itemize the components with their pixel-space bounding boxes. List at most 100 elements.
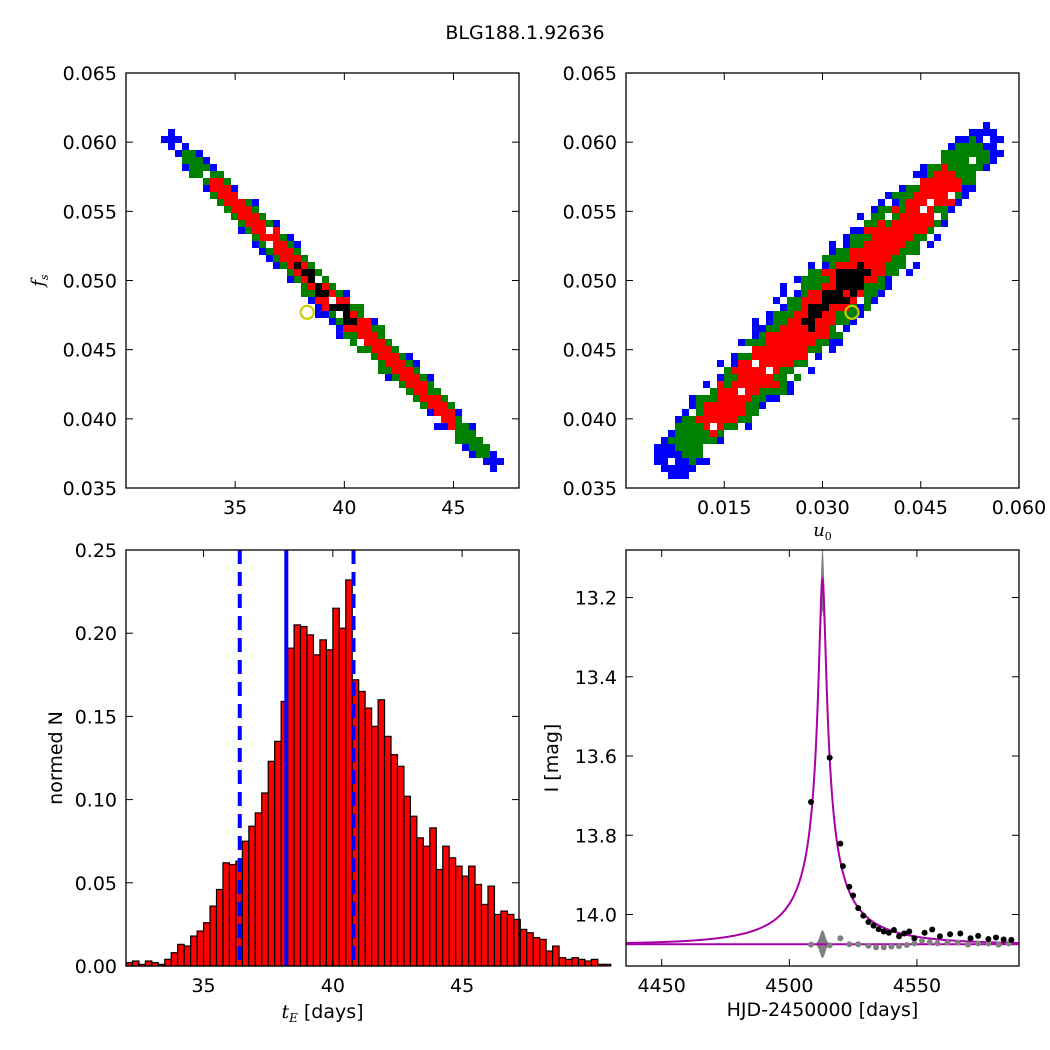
density-cell [878, 220, 885, 227]
density-cell [927, 192, 934, 199]
density-cell [731, 388, 738, 395]
density-cell [731, 409, 738, 416]
density-cell [864, 248, 871, 255]
density-cell [934, 220, 941, 227]
residual-point [865, 942, 872, 949]
density-cell [794, 276, 801, 283]
observation-point [846, 883, 853, 890]
density-cell [899, 192, 906, 199]
residual-point [911, 940, 918, 947]
density-cell [231, 192, 238, 199]
density-cell [997, 150, 1004, 157]
histogram-bar [306, 634, 315, 967]
density-cell [829, 339, 836, 346]
density-cell [399, 353, 406, 360]
density-cell [787, 367, 794, 374]
density-cell [273, 262, 280, 269]
density-cell [413, 360, 420, 367]
density-cell [843, 318, 850, 325]
density-cell [927, 178, 934, 185]
density-cell [871, 213, 878, 220]
density-cell [787, 325, 794, 332]
density-cell [738, 360, 745, 367]
density-cell [668, 472, 675, 479]
density-cell [490, 451, 497, 458]
density-cell [780, 346, 787, 353]
density-cell [941, 206, 948, 213]
density-cell [469, 451, 476, 458]
density-cell [224, 199, 231, 206]
density-cell [976, 129, 983, 136]
density-cell [794, 332, 801, 339]
density-cell [378, 332, 385, 339]
density-cell [266, 220, 273, 227]
density-cell [259, 213, 266, 220]
y-tick-label: 13.4 [575, 667, 617, 689]
density-cell [885, 192, 892, 199]
histogram-bar [571, 957, 580, 967]
x-tick-label: 35 [223, 497, 247, 519]
y-tick-label: 0.040 [563, 409, 617, 431]
density-cell [476, 437, 483, 444]
histogram-bar [332, 607, 340, 967]
density-cell [885, 248, 892, 255]
density-cell [948, 157, 955, 164]
observation-point [936, 933, 943, 940]
density-cell [427, 395, 434, 402]
density-cell [196, 150, 203, 157]
density-cell [189, 164, 196, 171]
density-cell [955, 150, 962, 157]
density-cell [682, 423, 689, 430]
density-cell [983, 143, 990, 150]
histogram-bar [448, 857, 457, 967]
residual-point [826, 942, 833, 949]
residual-point [926, 939, 933, 946]
density-cell [399, 374, 406, 381]
density-cell [224, 178, 231, 185]
density-cell [885, 220, 892, 227]
density-cell [724, 409, 731, 416]
residual-point [934, 940, 941, 947]
density-cell [745, 367, 752, 374]
density-cell [948, 150, 955, 157]
density-cell [238, 199, 245, 206]
density-cell [983, 150, 990, 157]
density-cell [434, 395, 441, 402]
density-cell [483, 444, 490, 451]
panel-top-left: 35 40 45 0.035 0.040 0.045 0.050 0.055 0.060 0.06… [28, 63, 520, 519]
density-cell [773, 318, 780, 325]
density-cell [801, 325, 808, 332]
density-cell [927, 171, 934, 178]
density-cell [287, 255, 294, 262]
density-cell [815, 276, 822, 283]
density-cell [717, 409, 724, 416]
density-cell [808, 332, 815, 339]
density-cell [703, 430, 710, 437]
density-cell [196, 171, 203, 178]
density-cell [469, 437, 476, 444]
density-cell [455, 416, 462, 423]
observation-point [975, 932, 982, 939]
residual-point [975, 940, 982, 947]
histogram-bar [312, 654, 321, 967]
density-cell [661, 444, 668, 451]
density-cell [364, 332, 371, 339]
density-cell [696, 409, 703, 416]
density-cell [196, 164, 203, 171]
density-cell [948, 164, 955, 171]
density-cell [899, 255, 906, 262]
density-cell [661, 451, 668, 458]
histogram-bar [338, 627, 347, 967]
histogram-bar [371, 725, 379, 967]
density-cell [238, 206, 245, 213]
histogram-bar [403, 795, 412, 967]
density-cell [696, 444, 703, 451]
density-cell [836, 304, 843, 311]
density-cell [259, 227, 266, 234]
residual-point [896, 943, 903, 950]
density-cell [689, 444, 696, 451]
density-cell [864, 234, 871, 241]
density-cell [787, 339, 794, 346]
density-cell [871, 255, 878, 262]
density-cell [378, 367, 385, 374]
